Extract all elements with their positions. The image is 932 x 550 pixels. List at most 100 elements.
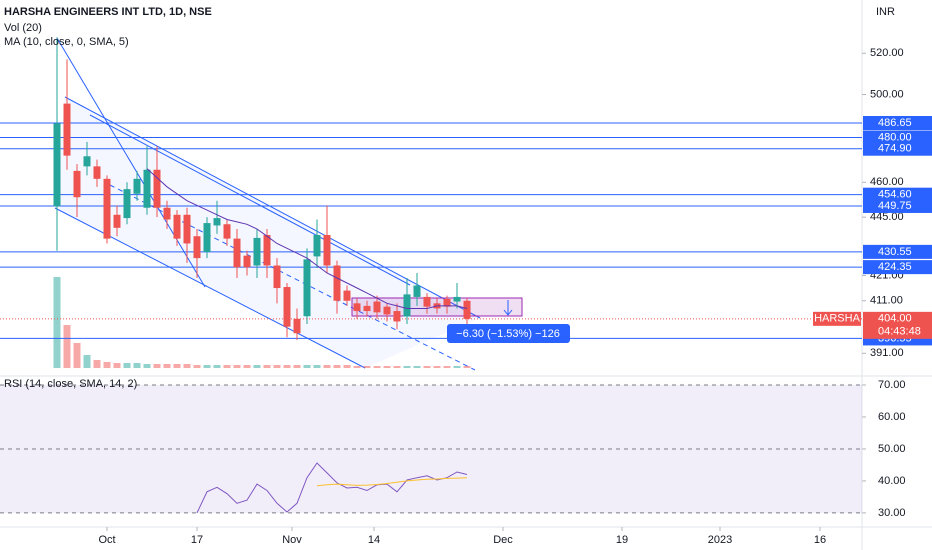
y-tick-label: 520.00: [870, 47, 904, 59]
y-tick-label: 40.00: [878, 475, 906, 487]
volume-bar: [403, 366, 411, 368]
level-tag: [863, 187, 932, 202]
volume-bar: [223, 365, 231, 368]
y-tick-label: 500.00: [870, 88, 904, 100]
volume-bar: [423, 366, 431, 368]
level-label: 449.75: [878, 200, 912, 212]
level-label: 486.65: [878, 117, 912, 129]
volume-bar: [133, 363, 141, 368]
volume-bar: [253, 365, 261, 368]
volume-bar: [263, 365, 271, 368]
y-tick-label: 460.00: [870, 176, 904, 188]
volume-bar: [143, 364, 151, 368]
candle-body: [63, 103, 71, 156]
indicator-label: RSI (14, close, SMA, 14, 2): [4, 378, 137, 390]
candle-body: [203, 223, 211, 252]
level-tag: [863, 198, 932, 213]
volume-bar: [203, 365, 211, 368]
trend-line: [56, 37, 206, 288]
x-tick-label: 16: [814, 534, 826, 546]
level-tag: [863, 141, 932, 156]
volume-bar: [193, 365, 201, 368]
volume-bar: [273, 365, 281, 368]
level-tag: [863, 260, 932, 275]
x-tick-label: 19: [616, 534, 628, 546]
axis-unit: INR: [876, 6, 895, 18]
x-tick-label: Oct: [98, 534, 115, 546]
volume-bar: [443, 366, 451, 368]
candle-body: [303, 259, 311, 317]
volume-bar: [63, 325, 71, 368]
candle-body: [273, 265, 281, 289]
candle-body: [113, 214, 121, 228]
volume-bar: [383, 366, 391, 368]
candle-body: [363, 305, 371, 312]
y-tick-label: 60.00: [878, 411, 906, 423]
x-tick-label: 14: [368, 534, 380, 546]
rsi-line: [196, 462, 468, 514]
volume-bar: [243, 365, 251, 368]
rsi-ma-line: [316, 477, 468, 487]
candle-body: [343, 290, 351, 301]
trend-line: [64, 96, 481, 319]
candle-body: [123, 189, 131, 219]
candle-body: [153, 169, 161, 208]
rsi-band: [0, 384, 862, 513]
y-tick-label: 445.00: [870, 211, 904, 223]
marks: [0, 37, 862, 514]
volume-bar: [113, 363, 121, 368]
level-tag: [863, 115, 932, 130]
y-tick-label: 70.00: [878, 379, 906, 391]
volume-bar: [93, 360, 101, 368]
price-tag: [863, 311, 932, 339]
overlay: 520.00500.00460.00445.00421.00411.00391.…: [98, 47, 932, 546]
volume-bar: [293, 365, 301, 368]
volume-bar: [233, 365, 241, 368]
volume-bar: [283, 365, 291, 368]
volume-bar: [363, 366, 371, 368]
x-tick-label: 17: [191, 534, 203, 546]
measure-label: −6.30 (−1.53%) −126: [456, 328, 560, 340]
symbol-tag: [813, 311, 861, 326]
candle-body: [53, 123, 61, 207]
price-tag-label: 404.00: [878, 313, 912, 325]
candle-body: [313, 235, 321, 257]
y-tick-label: 411.00: [870, 295, 903, 307]
volume-bar: [153, 364, 161, 368]
arrow-head: [503, 309, 513, 316]
candle-body: [73, 170, 81, 198]
trend-line: [89, 114, 411, 286]
candle-body: [183, 214, 191, 244]
volume-bar: [323, 365, 331, 368]
level-label: 454.60: [878, 189, 912, 201]
candle-body: [443, 298, 451, 307]
candle-body: [143, 169, 151, 208]
volume-bar: [183, 364, 191, 368]
level-label: 430.55: [878, 246, 912, 258]
candle-body: [173, 214, 181, 239]
candle-body: [283, 287, 291, 327]
candle-body: [453, 296, 461, 302]
candle-body: [133, 178, 141, 194]
candle-body: [193, 236, 201, 259]
x-tick-label: Dec: [493, 534, 513, 546]
level-tag: [863, 130, 932, 145]
volume-bar: [453, 366, 461, 368]
candle-body: [293, 318, 301, 334]
candle-body: [163, 207, 171, 220]
volume-bar: [103, 362, 111, 368]
level-label: 424.35: [878, 261, 912, 273]
volume-bar: [413, 366, 421, 368]
volume-bar: [373, 366, 381, 368]
level-tag: [863, 244, 932, 259]
volume-bar: [353, 366, 361, 368]
candle-body: [353, 303, 361, 312]
candle-body: [383, 306, 391, 315]
volume-bar: [333, 365, 341, 368]
symbol-label: HARSHA: [814, 313, 861, 325]
candle-body: [463, 300, 471, 319]
candle-body: [83, 156, 91, 167]
candle-body: [213, 218, 221, 226]
y-tick-label: 50.00: [878, 443, 906, 455]
level-label: 474.90: [878, 143, 912, 155]
